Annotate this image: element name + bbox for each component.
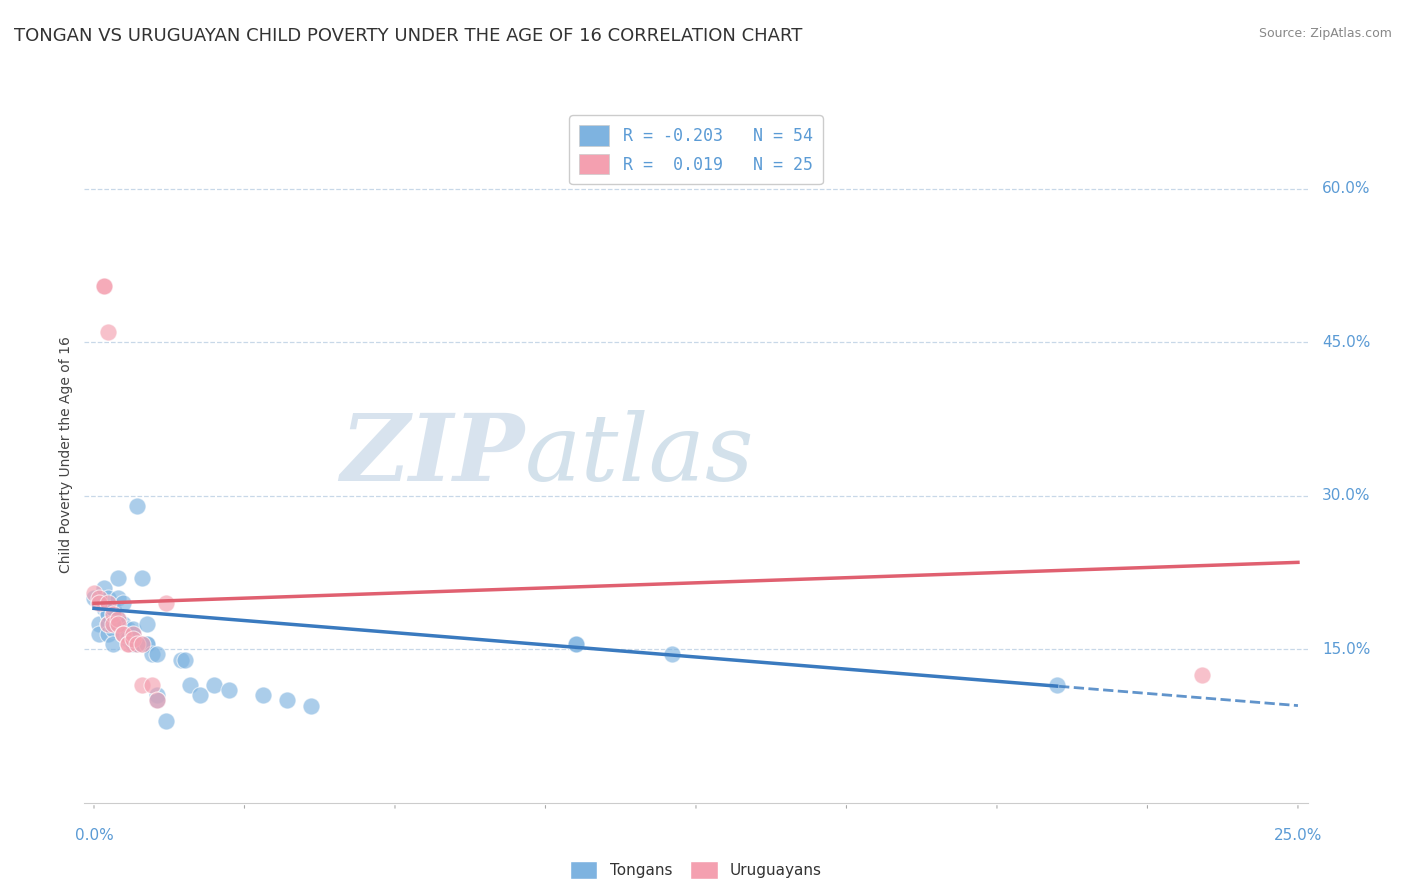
Point xyxy=(155,596,177,610)
Point xyxy=(127,499,149,513)
Point xyxy=(121,632,143,646)
Point xyxy=(121,637,143,651)
Point xyxy=(93,596,115,610)
Point xyxy=(111,616,134,631)
Text: 25.0%: 25.0% xyxy=(1274,829,1322,843)
Point xyxy=(107,612,129,626)
Point xyxy=(83,591,105,606)
Point xyxy=(1046,678,1069,692)
Text: 15.0%: 15.0% xyxy=(1322,642,1371,657)
Point xyxy=(121,622,143,636)
Point xyxy=(131,637,153,651)
Point xyxy=(103,607,125,621)
Text: 45.0%: 45.0% xyxy=(1322,334,1371,350)
Point xyxy=(87,596,110,610)
Point xyxy=(141,648,163,662)
Point xyxy=(107,591,129,606)
Point xyxy=(111,596,134,610)
Point xyxy=(103,622,125,636)
Point xyxy=(97,591,120,606)
Point xyxy=(97,616,120,631)
Text: 60.0%: 60.0% xyxy=(1322,181,1371,196)
Point xyxy=(111,627,134,641)
Point xyxy=(111,627,134,641)
Point xyxy=(93,581,115,595)
Point xyxy=(87,596,110,610)
Point xyxy=(131,678,153,692)
Point xyxy=(103,616,125,631)
Point xyxy=(121,627,143,641)
Point xyxy=(97,607,120,621)
Point xyxy=(145,648,167,662)
Point xyxy=(107,571,129,585)
Point xyxy=(131,637,153,651)
Point xyxy=(179,678,201,692)
Point xyxy=(107,616,129,631)
Point xyxy=(117,627,139,641)
Point xyxy=(97,596,120,610)
Y-axis label: Child Poverty Under the Age of 16: Child Poverty Under the Age of 16 xyxy=(59,336,73,574)
Point xyxy=(145,693,167,707)
Point xyxy=(127,637,149,651)
Text: atlas: atlas xyxy=(524,410,754,500)
Text: Source: ZipAtlas.com: Source: ZipAtlas.com xyxy=(1258,27,1392,40)
Point xyxy=(145,689,167,703)
Point xyxy=(87,591,110,606)
Point xyxy=(117,637,139,651)
Point xyxy=(564,637,586,651)
Text: 30.0%: 30.0% xyxy=(1322,488,1371,503)
Point xyxy=(83,586,105,600)
Point xyxy=(145,693,167,707)
Point xyxy=(661,648,683,662)
Legend: Tongans, Uruguayans: Tongans, Uruguayans xyxy=(564,855,828,886)
Point xyxy=(202,678,225,692)
Point xyxy=(121,627,143,641)
Point xyxy=(155,714,177,728)
Point xyxy=(117,637,139,651)
Point xyxy=(564,637,586,651)
Text: TONGAN VS URUGUAYAN CHILD POVERTY UNDER THE AGE OF 16 CORRELATION CHART: TONGAN VS URUGUAYAN CHILD POVERTY UNDER … xyxy=(14,27,803,45)
Point xyxy=(87,627,110,641)
Point xyxy=(136,637,159,651)
Point xyxy=(141,678,163,692)
Point xyxy=(136,637,159,651)
Point xyxy=(276,693,298,707)
Point xyxy=(93,601,115,615)
Point xyxy=(103,607,125,621)
Point xyxy=(188,689,211,703)
Point xyxy=(93,279,115,293)
Point xyxy=(117,632,139,646)
Point xyxy=(111,627,134,641)
Point xyxy=(97,325,120,339)
Point xyxy=(103,637,125,651)
Point xyxy=(107,612,129,626)
Point xyxy=(174,652,197,666)
Point xyxy=(131,571,153,585)
Point xyxy=(218,683,240,698)
Point xyxy=(136,616,159,631)
Point xyxy=(93,279,115,293)
Point xyxy=(97,627,120,641)
Point xyxy=(117,622,139,636)
Point xyxy=(103,601,125,615)
Text: ZIP: ZIP xyxy=(340,410,524,500)
Point xyxy=(299,698,322,713)
Point xyxy=(97,616,120,631)
Point xyxy=(107,616,129,631)
Point xyxy=(252,689,274,703)
Point xyxy=(87,616,110,631)
Text: 0.0%: 0.0% xyxy=(75,829,114,843)
Point xyxy=(170,652,193,666)
Point xyxy=(1191,668,1213,682)
Point xyxy=(127,637,149,651)
Point xyxy=(97,607,120,621)
